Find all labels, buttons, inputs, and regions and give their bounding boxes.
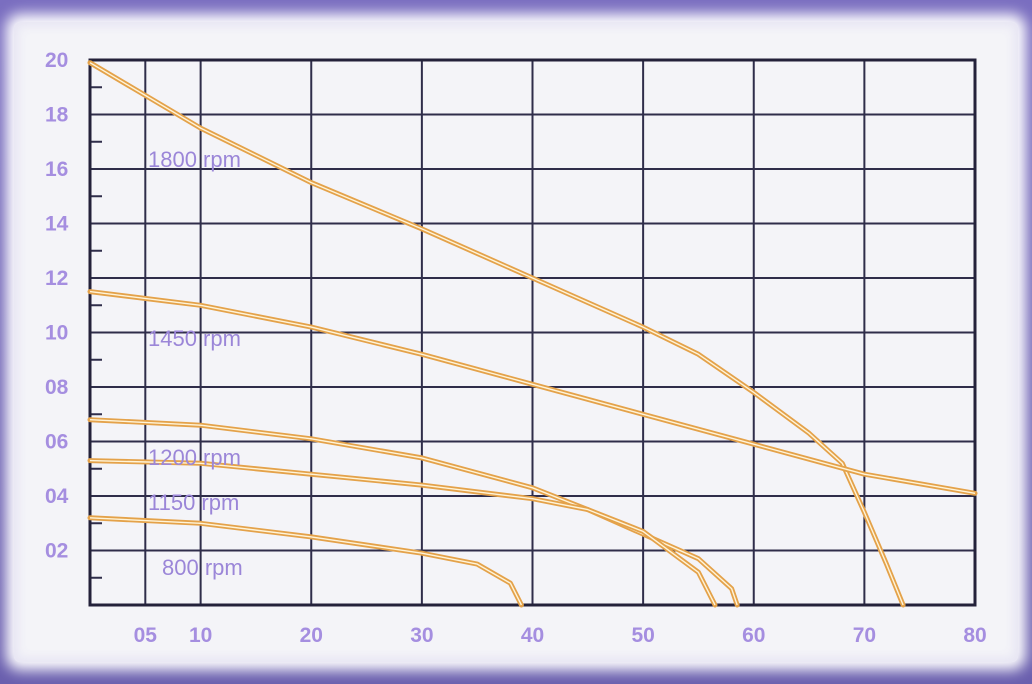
- y-tick-label: 16: [45, 158, 68, 181]
- axes: 02 04 06 08 10 12 14 16 18 20 05 10 20 30 40 50 60 70 80: [45, 49, 987, 647]
- series-label-1450-rpm: 1450 rpm: [148, 326, 241, 351]
- series-label-1800-rpm: 1800 rpm: [148, 147, 241, 172]
- series-labels: 1800 rpm 1450 rpm 1200 rpm 1150 rpm 800 rpm: [148, 147, 243, 580]
- y-tick-label: 02: [45, 540, 68, 563]
- x-tick-label: 50: [631, 624, 654, 647]
- x-tick-label: 10: [189, 624, 212, 647]
- series-label-1200-rpm: 1200 rpm: [148, 445, 241, 470]
- y-tick-label: 04: [45, 485, 69, 508]
- y-tick-label: 18: [45, 104, 69, 127]
- y-tick-label: 08: [45, 376, 69, 399]
- series-line-1150-rpm: [87, 458, 718, 608]
- series-line-highlight-1150-rpm: [89, 459, 716, 606]
- chart-panel: [14, 22, 1018, 662]
- series-label-1150-rpm: 1150 rpm: [148, 490, 239, 515]
- series-label-800-rpm: 800 rpm: [162, 555, 243, 580]
- series-lines: [87, 60, 978, 608]
- y-tick-label: 06: [45, 431, 68, 454]
- x-tick-label: 40: [521, 624, 544, 647]
- x-tick-label: 70: [853, 624, 876, 647]
- x-tick-label: 05: [134, 624, 158, 647]
- series-line-highlight-1200-rpm: [89, 419, 738, 606]
- x-tick-label: 20: [300, 624, 323, 647]
- x-tick-label: 30: [410, 624, 433, 647]
- y-tick-label: 12: [45, 267, 68, 290]
- x-tick-label: 60: [742, 624, 765, 647]
- series-line-highlight-1800-rpm: [89, 62, 904, 606]
- y-tick-label: 20: [45, 49, 68, 72]
- series-line-highlight-800-rpm: [89, 517, 523, 606]
- y-tick-label: 10: [45, 322, 68, 345]
- series-line-highlight-1450-rpm: [89, 290, 976, 494]
- x-tick-label: 80: [963, 624, 986, 647]
- y-tick-label: 14: [45, 213, 69, 236]
- plot-border: [88, 58, 977, 607]
- series-line-800-rpm: [87, 515, 524, 608]
